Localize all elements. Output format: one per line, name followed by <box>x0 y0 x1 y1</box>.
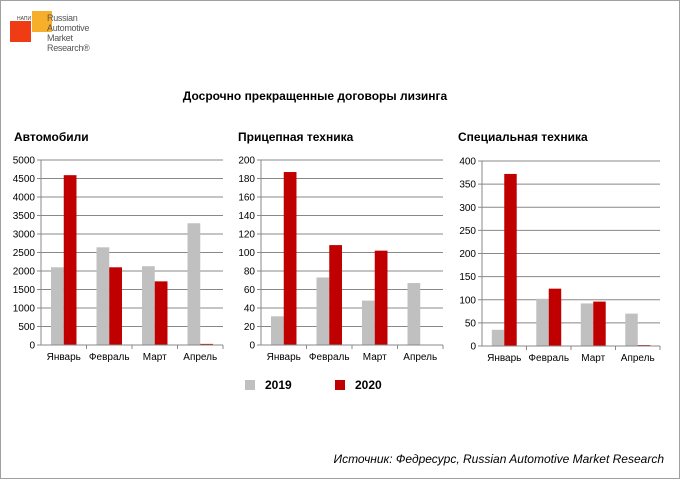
chart-title-special: Специальная техника <box>458 130 588 144</box>
chart-title-cars: Автомобили <box>14 130 89 144</box>
x-tick-label: Январь <box>47 352 81 363</box>
y-tick-label: 100 <box>238 248 255 259</box>
logo-text: Russian Automotive Market Research® <box>47 13 90 53</box>
y-tick-label: 350 <box>459 180 476 191</box>
bar-2019-Январь <box>271 316 284 345</box>
y-tick-label: 60 <box>244 285 256 296</box>
bar-2019-Март <box>362 300 375 345</box>
x-tick-label: Февраль <box>89 352 130 363</box>
y-tick-label: 160 <box>238 193 255 204</box>
bar-2019-Март <box>142 266 155 345</box>
bar-2019-Март <box>580 303 594 346</box>
y-tick-label: 40 <box>244 304 256 315</box>
logo-tag: НАПИ <box>17 16 32 22</box>
legend-label-2020: 2020 <box>355 378 382 392</box>
bar-2020-Март <box>374 250 388 345</box>
x-tick-label: Март <box>143 352 167 363</box>
logo-orange-square <box>32 11 52 32</box>
y-tick-label: 250 <box>459 226 476 237</box>
chart-title-trailers: Прицепная техника <box>238 130 354 144</box>
main-title: Досрочно прекращенные договоры лизинга <box>182 89 448 103</box>
y-tick-label: 0 <box>29 341 35 352</box>
bar-2020-Март <box>593 301 606 346</box>
y-tick-label: 180 <box>238 174 255 185</box>
bar-2020-Апрель <box>200 343 213 345</box>
bar-2019-Февраль <box>536 298 549 346</box>
y-tick-label: 3000 <box>13 230 36 241</box>
y-tick-label: 100 <box>459 295 476 306</box>
y-tick-label: 4000 <box>13 193 36 204</box>
y-tick-label: 0 <box>249 341 255 352</box>
x-tick-label: Март <box>581 353 605 364</box>
bar-2020-Январь <box>283 172 297 345</box>
y-tick-label: 200 <box>238 156 255 167</box>
y-tick-label: 140 <box>238 211 255 222</box>
legend-label-2019: 2019 <box>265 378 292 392</box>
x-tick-label: Апрель <box>183 352 217 363</box>
x-tick-label: Апрель <box>621 353 655 364</box>
y-tick-label: 300 <box>459 203 476 214</box>
bar-2020-Март <box>154 281 168 345</box>
y-tick-label: 0 <box>470 342 476 353</box>
y-tick-label: 1000 <box>13 304 36 315</box>
bar-2020-Февраль <box>329 245 342 345</box>
y-tick-label: 2000 <box>13 267 36 278</box>
x-tick-label: Январь <box>267 352 301 363</box>
y-tick-label: 200 <box>459 249 476 260</box>
y-tick-label: 3500 <box>13 211 36 222</box>
x-tick-label: Январь <box>487 353 521 364</box>
x-tick-label: Апрель <box>403 352 437 363</box>
logo-red-square <box>10 21 31 42</box>
x-tick-label: Февраль <box>309 352 350 363</box>
source-note: Источник: Федресурс, Russian Automotive … <box>333 452 664 466</box>
bar-2019-Январь <box>491 329 505 346</box>
y-tick-label: 4500 <box>13 174 36 185</box>
legend-2020: 2020 <box>335 378 382 392</box>
y-tick-label: 80 <box>244 267 256 278</box>
y-tick-label: 500 <box>18 322 35 333</box>
bar-2019-Апрель <box>625 313 638 346</box>
y-tick-label: 50 <box>465 318 477 329</box>
y-tick-label: 150 <box>459 272 476 283</box>
y-tick-label: 2500 <box>13 248 36 259</box>
bar-2020-Февраль <box>109 267 122 345</box>
y-tick-label: 1500 <box>13 285 36 296</box>
legend-2019: 2019 <box>245 378 292 392</box>
y-tick-label: 400 <box>459 157 476 168</box>
bar-2019-Апрель <box>407 283 421 345</box>
y-tick-label: 20 <box>244 322 256 333</box>
x-tick-label: Март <box>363 352 387 363</box>
bar-2020-Январь <box>504 173 517 346</box>
y-tick-label: 120 <box>238 230 255 241</box>
bar-2019-Февраль <box>96 247 110 345</box>
legend-swatch-2019 <box>245 380 255 390</box>
bar-2020-Январь <box>63 175 77 345</box>
legend-swatch-2020 <box>335 380 345 390</box>
bar-2020-Февраль <box>548 288 562 346</box>
y-tick-label: 5000 <box>13 156 36 167</box>
x-tick-label: Февраль <box>528 353 569 364</box>
bar-2019-Февраль <box>316 277 330 345</box>
bar-2019-Апрель <box>187 223 201 345</box>
ramr-logo: НАПИ Russian Automotive Market Research® <box>10 10 110 70</box>
bar-2019-Январь <box>51 267 64 345</box>
